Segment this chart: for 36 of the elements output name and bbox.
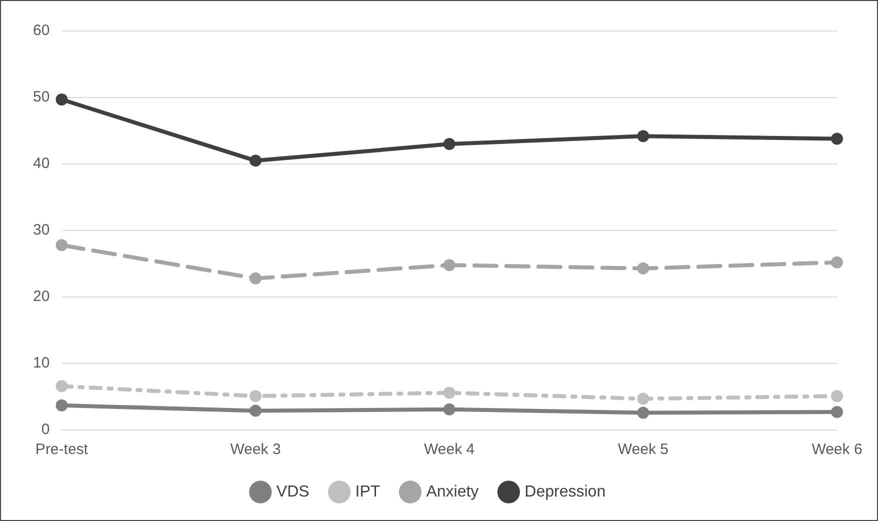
point [56, 399, 68, 412]
y-tick-label: 50 [32, 88, 50, 106]
point [250, 272, 262, 284]
x-tick-label: Week 6 [812, 441, 862, 458]
point [250, 404, 262, 417]
y-tick-label: 40 [32, 155, 50, 172]
point [56, 239, 68, 252]
point [250, 390, 262, 402]
x-tick-label: Week 4 [424, 441, 475, 458]
point [637, 130, 650, 142]
point [56, 380, 68, 392]
x-tick-label: Pre-test [35, 441, 89, 458]
y-tick-label: 30 [32, 222, 50, 239]
point [831, 406, 843, 418]
y-tick-label: 60 [32, 22, 50, 40]
legend-label: Anxiety [426, 483, 479, 500]
y-tick-label: 10 [32, 354, 50, 372]
y-tick-label: 0 [41, 421, 50, 438]
point [831, 390, 843, 402]
legend-label: IPT [355, 483, 380, 500]
point [443, 138, 456, 150]
point [637, 262, 650, 274]
point [250, 154, 262, 167]
legend-label: VDS [276, 483, 310, 500]
point [637, 406, 650, 419]
point [56, 93, 68, 106]
point [443, 386, 456, 399]
point [831, 132, 843, 145]
point [637, 392, 650, 405]
y-tick-label: 20 [32, 288, 50, 306]
point [443, 259, 456, 272]
point [831, 256, 843, 268]
x-tick-label: Week 5 [618, 441, 668, 458]
legend-label: Depression [524, 483, 606, 500]
point [443, 403, 456, 416]
x-tick-label: Week 3 [230, 441, 281, 458]
